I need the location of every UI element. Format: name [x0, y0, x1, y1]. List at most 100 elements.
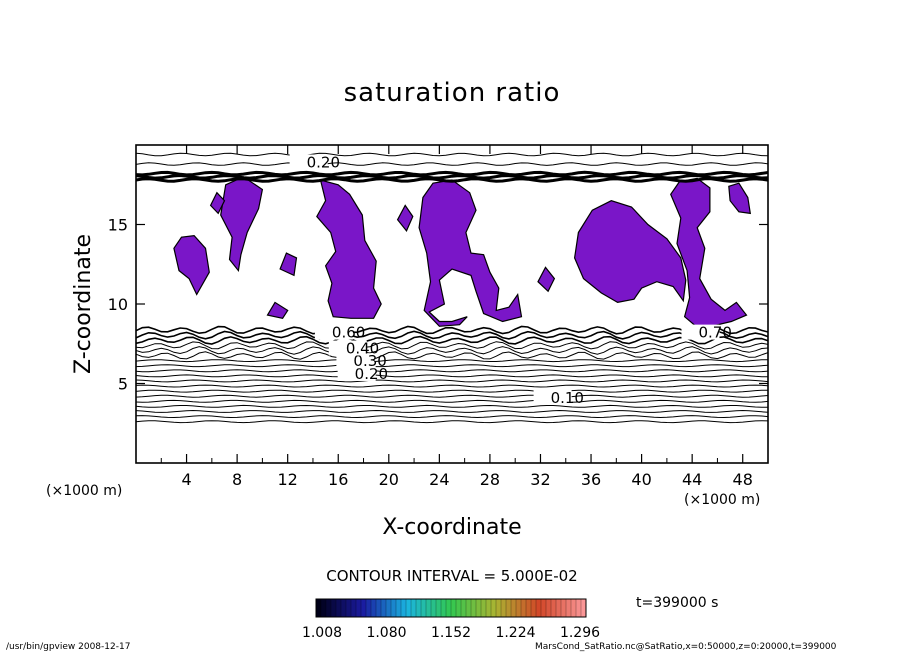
- colorbar-swatch: [540, 598, 547, 618]
- colorbar-swatch: [355, 598, 362, 618]
- contour-line: [135, 359, 769, 363]
- colorbar-swatch: [365, 598, 372, 618]
- colorbar-swatch: [520, 598, 527, 618]
- x-tick-label: 32: [530, 470, 550, 489]
- contour-line: [135, 341, 769, 350]
- colorbar-swatch: [490, 598, 497, 618]
- colorbar-tick-label: 1.296: [560, 625, 600, 641]
- colorbar-swatch: [325, 598, 332, 618]
- contour-line: [135, 384, 769, 388]
- supersaturated-region-e: [670, 177, 748, 327]
- colorbar-swatch: [545, 598, 552, 618]
- footer-left-text: /usr/bin/gpview 2008-12-17: [6, 642, 131, 652]
- supersaturated-region-k: [396, 204, 414, 233]
- chart-title: saturation ratio: [343, 78, 561, 108]
- supersaturated-region-d: [573, 200, 687, 304]
- contour-line: [135, 152, 769, 157]
- contour-label: 0.20: [307, 153, 340, 171]
- x-units-label: (×1000 m): [684, 492, 761, 508]
- contour-label: 0.20: [355, 365, 388, 383]
- colorbar-swatch: [535, 598, 542, 618]
- x-tick-label: 12: [278, 470, 298, 489]
- supersaturated-region-f: [173, 234, 210, 296]
- colorbar-swatch: [390, 598, 397, 618]
- colorbar-swatch: [575, 598, 582, 618]
- supersaturated-region-i: [266, 301, 289, 319]
- contour-label: 0.10: [551, 389, 584, 407]
- y-tick-label: 5: [118, 375, 128, 394]
- colorbar-swatch: [500, 598, 507, 618]
- colorbar-swatch: [465, 598, 472, 618]
- colorbar-swatch: [440, 598, 447, 618]
- contour-line: [135, 399, 769, 403]
- contour-line: [135, 394, 769, 398]
- contour-line: [135, 351, 769, 360]
- contour-line: [135, 346, 769, 355]
- contour-line: [135, 415, 769, 419]
- colorbar-swatch: [450, 598, 457, 618]
- colorbar-swatch: [510, 598, 517, 618]
- x-tick-label: 40: [631, 470, 651, 489]
- contour-label-background: [314, 324, 353, 340]
- contour-line: [135, 420, 769, 424]
- colorbar-swatch: [345, 598, 352, 618]
- x-tick-label: 16: [328, 470, 348, 489]
- colorbar-swatch: [560, 598, 567, 618]
- colorbar-swatch: [565, 598, 572, 618]
- colorbar-tick-label: 1.152: [431, 625, 471, 641]
- colorbar-frame: [315, 598, 587, 618]
- colorbar-swatch: [430, 598, 437, 618]
- y-units-label: (×1000 m): [46, 483, 123, 499]
- colorbar-swatch: [405, 598, 412, 618]
- colorbar-tick-label: 1.224: [495, 625, 535, 641]
- supersaturated-region-a: [220, 176, 264, 273]
- colorbar-swatch: [350, 598, 357, 618]
- x-tick-label: 20: [379, 470, 399, 489]
- contour-line: [135, 409, 769, 413]
- colorbar-swatch: [435, 598, 442, 618]
- contour-line: [135, 374, 769, 378]
- colorbar-swatch: [400, 598, 407, 618]
- colorbar-swatch: [370, 598, 377, 618]
- colorbar-swatch: [385, 598, 392, 618]
- colorbar-tick-label: 1.080: [366, 625, 406, 641]
- colorbar-swatch: [455, 598, 462, 618]
- contour-line: [135, 364, 769, 368]
- contour-line: [135, 389, 768, 393]
- colorbar-swatch: [340, 598, 347, 618]
- contour-line: [135, 325, 769, 335]
- footer-right-text: MarsCond_SatRatio.nc@SatRatio,x=0:50000,…: [535, 642, 837, 652]
- colorbar-swatch: [420, 598, 427, 618]
- supersaturated-region-c: [418, 179, 523, 327]
- time-label: t=399000 s: [636, 595, 719, 611]
- contour-interval-text: CONTOUR INTERVAL = 5.000E-02: [326, 567, 578, 585]
- colorbar-swatch: [495, 598, 502, 618]
- supersaturated-region-g: [728, 182, 752, 215]
- colorbar-swatch: [460, 598, 467, 618]
- colorbar-swatch: [445, 598, 452, 618]
- supersaturated-region-l: [209, 191, 226, 215]
- x-tick-label: 44: [682, 470, 702, 489]
- colorbar-swatch: [485, 598, 492, 618]
- contour-label-background: [533, 389, 572, 405]
- supersaturated-region-j: [537, 266, 556, 293]
- colorbar-swatch: [480, 598, 487, 618]
- colorbar-swatch: [570, 598, 577, 618]
- contour-label: 0.40: [346, 340, 379, 358]
- contour-line: [135, 369, 769, 373]
- supersaturated-region-h: [279, 252, 298, 277]
- contour-line: [135, 173, 769, 180]
- supersaturated-region-b: [316, 179, 382, 319]
- colorbar-swatch: [320, 598, 327, 618]
- colorbar-swatch: [425, 598, 432, 618]
- contour-label-background: [336, 353, 375, 369]
- colorbar-swatch: [415, 598, 422, 618]
- contour-label-background: [337, 365, 376, 381]
- contour-line: [135, 162, 769, 166]
- y-tick-label: 10: [108, 295, 128, 314]
- colorbar-swatch: [315, 598, 322, 618]
- colorbar-swatch: [360, 598, 367, 618]
- colorbar-swatch: [335, 598, 342, 618]
